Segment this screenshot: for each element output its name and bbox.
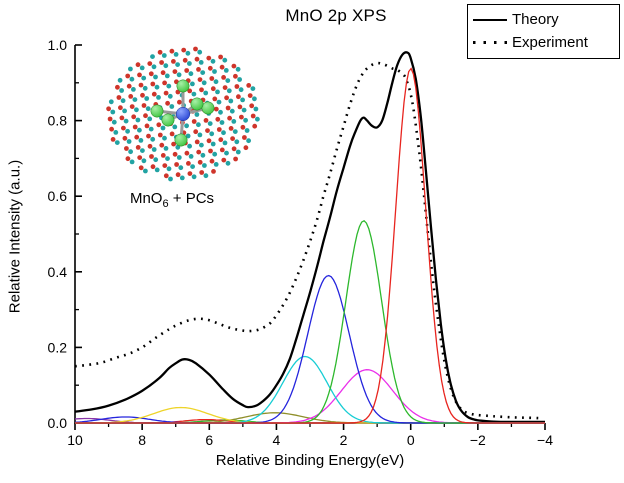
component-peak-magenta bbox=[75, 369, 545, 424]
svg-text:4: 4 bbox=[273, 432, 281, 448]
component-peak-blue bbox=[75, 274, 545, 424]
svg-text:1.0: 1.0 bbox=[48, 37, 68, 53]
svg-text:8: 8 bbox=[138, 432, 146, 448]
svg-text:0.4: 0.4 bbox=[48, 264, 68, 280]
svg-text:10: 10 bbox=[67, 432, 83, 448]
svg-text:0.2: 0.2 bbox=[48, 339, 68, 355]
legend-label-experiment: Experiment bbox=[512, 34, 588, 51]
legend-box: Theory Experiment bbox=[467, 4, 620, 59]
svg-text:6: 6 bbox=[205, 432, 213, 448]
svg-text:−4: −4 bbox=[537, 432, 553, 448]
svg-text:2: 2 bbox=[340, 432, 348, 448]
chart-title: MnO 2p XPS bbox=[285, 6, 387, 25]
y-axis-title: Relative Intensity (a.u.) bbox=[6, 159, 24, 314]
svg-text:0.0: 0.0 bbox=[48, 415, 68, 431]
component-peak-red bbox=[75, 67, 545, 424]
svg-text:0.6: 0.6 bbox=[48, 188, 68, 204]
tick-labels: 10 8 6 4 2 0 −2 −4 0.0 0.2 0.4 0.6 0.8 1.0 bbox=[48, 37, 554, 448]
inset-structure bbox=[106, 46, 260, 182]
x-axis-title: Relative Binding Energy(eV) bbox=[215, 452, 405, 469]
experiment-line-sample bbox=[473, 41, 507, 44]
axes bbox=[74, 44, 546, 430]
svg-text:−2: −2 bbox=[470, 432, 486, 448]
svg-text:0: 0 bbox=[407, 432, 415, 448]
inset-label-base: MnO bbox=[129, 190, 163, 207]
series-theory bbox=[74, 51, 545, 424]
legend-item-experiment: Experiment bbox=[473, 31, 615, 54]
inset-label-suffix: + PCs bbox=[168, 190, 215, 207]
theory-line-sample bbox=[473, 18, 507, 21]
inset-label-subscript: 6 bbox=[162, 198, 169, 210]
inset-label: MnO6 + PCs bbox=[92, 190, 252, 210]
legend-label-theory: Theory bbox=[512, 11, 559, 28]
svg-text:0.8: 0.8 bbox=[48, 113, 68, 129]
legend-item-theory: Theory bbox=[473, 8, 615, 31]
